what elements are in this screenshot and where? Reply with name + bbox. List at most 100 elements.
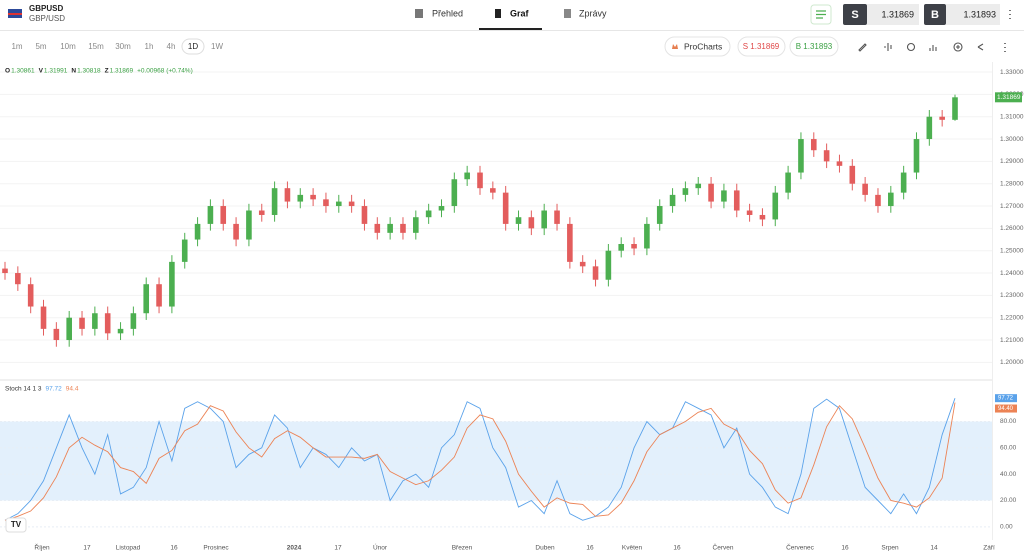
stoch-tag bbox=[995, 404, 1017, 413]
candle-body bbox=[695, 183, 702, 189]
candle-body bbox=[323, 199, 329, 207]
candle-body bbox=[438, 206, 445, 211]
sell-price-box[interactable] bbox=[867, 4, 919, 25]
share-icon[interactable] bbox=[977, 43, 984, 51]
timeframe[interactable]: 1m bbox=[11, 42, 22, 51]
candle-body bbox=[310, 194, 316, 200]
buy-pill-label: B 1.31893 bbox=[796, 42, 833, 51]
stoch-line bbox=[4, 402, 956, 521]
settings-icon[interactable] bbox=[906, 42, 916, 52]
buy-pill[interactable] bbox=[789, 36, 839, 57]
candle-body bbox=[53, 328, 60, 341]
stoch-readout: 97.72 bbox=[46, 386, 63, 393]
draw-icon[interactable] bbox=[858, 43, 867, 52]
candle-body bbox=[104, 313, 111, 334]
candle-body bbox=[849, 165, 856, 184]
timeframe-active bbox=[181, 38, 205, 55]
candle-body bbox=[541, 210, 547, 229]
candle-body bbox=[810, 139, 817, 151]
candle-body bbox=[361, 206, 368, 224]
candle-body bbox=[567, 223, 573, 262]
ohlc-value: 1.31869 bbox=[110, 68, 134, 75]
x-tick-label: 16 bbox=[673, 545, 681, 552]
ohlc-key: Z bbox=[105, 68, 109, 75]
x-tick-label: 16 bbox=[841, 545, 849, 552]
y-tick-label: 1.31000 bbox=[1000, 113, 1024, 120]
timeframe[interactable]: 1W bbox=[211, 42, 223, 51]
candle-body bbox=[682, 188, 689, 195]
last-price-tag bbox=[995, 92, 1022, 103]
tab-icon bbox=[495, 9, 501, 18]
sell-button[interactable] bbox=[843, 4, 867, 25]
timeframe[interactable]: 10m bbox=[60, 42, 76, 51]
candle-body bbox=[772, 192, 779, 220]
y-tick-label: 1.23000 bbox=[1000, 292, 1024, 299]
candle-body bbox=[297, 194, 304, 202]
y-tick-label: 1.29000 bbox=[1000, 158, 1024, 165]
candle-body bbox=[207, 206, 214, 224]
y-tick-label: 1.30000 bbox=[1000, 136, 1024, 143]
candle-body bbox=[721, 190, 727, 202]
tab-underline bbox=[479, 28, 542, 30]
add-plus bbox=[956, 45, 960, 49]
tab[interactable]: Zprávy bbox=[579, 8, 607, 18]
candle-body bbox=[708, 183, 714, 202]
candle-body bbox=[477, 172, 483, 189]
sell-price: 1.31869 bbox=[881, 9, 914, 19]
x-tick-label: Červen bbox=[713, 543, 734, 552]
buy-button[interactable] bbox=[924, 4, 946, 25]
ohlc-key: N bbox=[71, 68, 76, 75]
candle-body bbox=[258, 210, 265, 215]
svg-text:TV: TV bbox=[11, 520, 22, 529]
ohlc-value: 1.30861 bbox=[11, 68, 35, 75]
sell-pill[interactable] bbox=[737, 36, 786, 57]
candle-body bbox=[862, 183, 868, 195]
candle-body bbox=[798, 139, 804, 173]
candle-body bbox=[618, 244, 625, 251]
y-tick-label: 1.22000 bbox=[1000, 314, 1024, 321]
y-tick-label: 1.33000 bbox=[1000, 69, 1024, 76]
candle-body bbox=[631, 244, 637, 249]
candle-body bbox=[15, 273, 21, 285]
timeframe[interactable]: 15m bbox=[88, 42, 104, 51]
stoch-tick-label: 40.00 bbox=[1000, 471, 1017, 478]
candle-body bbox=[400, 223, 406, 233]
tab[interactable]: Přehled bbox=[432, 8, 463, 18]
procharts-button[interactable] bbox=[664, 36, 731, 57]
tab-active[interactable]: Graf bbox=[510, 8, 530, 18]
buy-label: B bbox=[931, 9, 939, 21]
timeframe[interactable]: 4h bbox=[167, 42, 176, 51]
candle-body bbox=[746, 210, 753, 215]
candle-body bbox=[888, 192, 894, 207]
y-tick-label: 1.21000 bbox=[1000, 337, 1024, 344]
timeframe[interactable]: 1D bbox=[188, 42, 198, 51]
ohlc-value: 1.30818 bbox=[77, 68, 101, 75]
timeframe[interactable]: 1h bbox=[145, 42, 154, 51]
candle-body bbox=[836, 161, 843, 166]
stoch-tick-label: 0.00 bbox=[1000, 524, 1013, 531]
y-tick-label: 1.20000 bbox=[1000, 359, 1024, 366]
indicator-icon[interactable] bbox=[884, 43, 892, 51]
y-tick-label: 1.27000 bbox=[1000, 203, 1024, 210]
add-icon[interactable] bbox=[953, 42, 963, 52]
ohlc-key: V bbox=[39, 68, 44, 75]
x-tick-label: Březen bbox=[452, 545, 473, 552]
ohlc-value: 1.31991 bbox=[44, 68, 68, 75]
candle-body bbox=[644, 223, 650, 249]
candle-body bbox=[592, 266, 599, 280]
last-price-label: 1.31869 bbox=[997, 94, 1021, 101]
candle-body bbox=[156, 284, 162, 307]
timeframe[interactable]: 30m bbox=[115, 42, 131, 51]
candle-body bbox=[669, 194, 676, 207]
buy-price-box[interactable] bbox=[946, 4, 1000, 25]
x-tick-label: Únor bbox=[373, 543, 388, 552]
candle-body bbox=[464, 172, 470, 180]
timeframe[interactable]: 5m bbox=[35, 42, 46, 51]
x-tick-label: Červenec bbox=[786, 543, 815, 552]
chart-type-icon[interactable] bbox=[929, 45, 937, 51]
buy-price: 1.31893 bbox=[963, 9, 996, 19]
candle-body bbox=[785, 172, 791, 193]
candle-body bbox=[143, 284, 150, 314]
candle-body bbox=[823, 150, 830, 162]
